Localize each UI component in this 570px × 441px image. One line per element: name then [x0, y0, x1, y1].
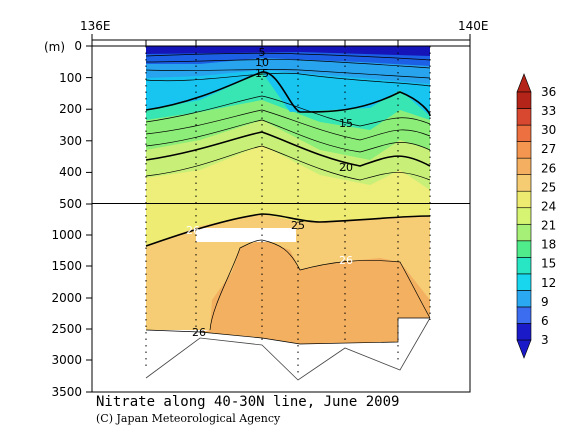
contour-label-10: 10 [255, 56, 269, 69]
y-unit-label: (m) [44, 40, 65, 54]
colorbar-extend-low [516, 339, 532, 359]
y-tick-2500: 2500 [51, 322, 82, 336]
contour-label-25: 25 [291, 219, 305, 232]
y-axis-ticks [86, 45, 92, 393]
colorbar-level-label: 30 [541, 123, 556, 137]
contour-lines-upper [145, 52, 431, 181]
colorbar-level-label: 12 [541, 276, 556, 290]
contour-label-15a: 15 [255, 67, 269, 80]
colorbar-level-label: 9 [541, 295, 549, 309]
station-markers [145, 46, 431, 374]
contour-label-5: 5 [259, 46, 266, 59]
y-tick-3000: 3000 [51, 353, 82, 367]
colorbar-swatch [516, 223, 532, 242]
y-tick-400: 400 [59, 165, 82, 179]
contour-label-26b: 26 [339, 254, 353, 267]
colorbar-level-label: 21 [541, 219, 556, 233]
colorbar-level-label: 26 [541, 161, 556, 175]
top-tick-136e: 136E [80, 19, 111, 33]
colorbar-level-label: 25 [541, 180, 556, 194]
plot-frame [91, 45, 471, 393]
colorbar-swatch [516, 91, 532, 109]
colorbar-swatch [516, 108, 532, 126]
colorbar-level-label: 27 [541, 142, 556, 156]
colorbar-swatch [516, 190, 532, 209]
colorbar-swatch [516, 124, 532, 142]
colorbar-swatch [516, 273, 532, 291]
chart-title: Nitrate along 40-30N line, June 2009 [96, 394, 400, 410]
lower-panel-fills [146, 204, 430, 380]
y-tick-1500: 1500 [51, 259, 82, 273]
upper-panel-fills [146, 46, 430, 204]
colorbar-swatch [516, 174, 532, 192]
y-tick-1000: 1000 [51, 228, 82, 242]
chart-credit: (C) Japan Meteorological Agency [96, 412, 281, 425]
colorbar-level-label: 33 [541, 104, 556, 118]
colorbar-swatch [516, 290, 532, 308]
colorbar-level-label: 24 [541, 199, 556, 213]
top-axis [91, 34, 471, 46]
y-tick-300: 300 [59, 134, 82, 148]
y-tick-0: 0 [74, 39, 82, 53]
colorbar-extend-high [516, 73, 532, 93]
contour-label-26a: 26 [186, 224, 200, 237]
colorbar-swatch [516, 157, 532, 175]
colorbar-swatch [516, 141, 532, 159]
contour-label-20: 20 [339, 161, 353, 174]
colorbar-swatch [516, 257, 532, 275]
colorbar-swatch [516, 306, 532, 324]
colorbar-swatch [516, 240, 532, 258]
y-tick-100: 100 [59, 71, 82, 85]
colorbar-level-label: 6 [541, 314, 549, 328]
y-tick-500: 500 [59, 197, 82, 211]
colorbar-swatch [516, 207, 532, 225]
y-tick-3500: 3500 [51, 385, 82, 399]
contour-label-26c: 26 [192, 326, 206, 339]
colorbar-level-label: 15 [541, 257, 556, 271]
colorbar-swatch [516, 323, 532, 341]
top-tick-140e: 140E [458, 19, 489, 33]
colorbar-level-label: 3 [541, 333, 549, 347]
contour-lines-lower [145, 213, 431, 381]
colorbar-level-label: 36 [541, 85, 556, 99]
y-tick-200: 200 [59, 102, 82, 116]
contour-label-15b: 15 [339, 117, 353, 130]
y-tick-2000: 2000 [51, 291, 82, 305]
colorbar-level-label: 18 [541, 238, 556, 252]
